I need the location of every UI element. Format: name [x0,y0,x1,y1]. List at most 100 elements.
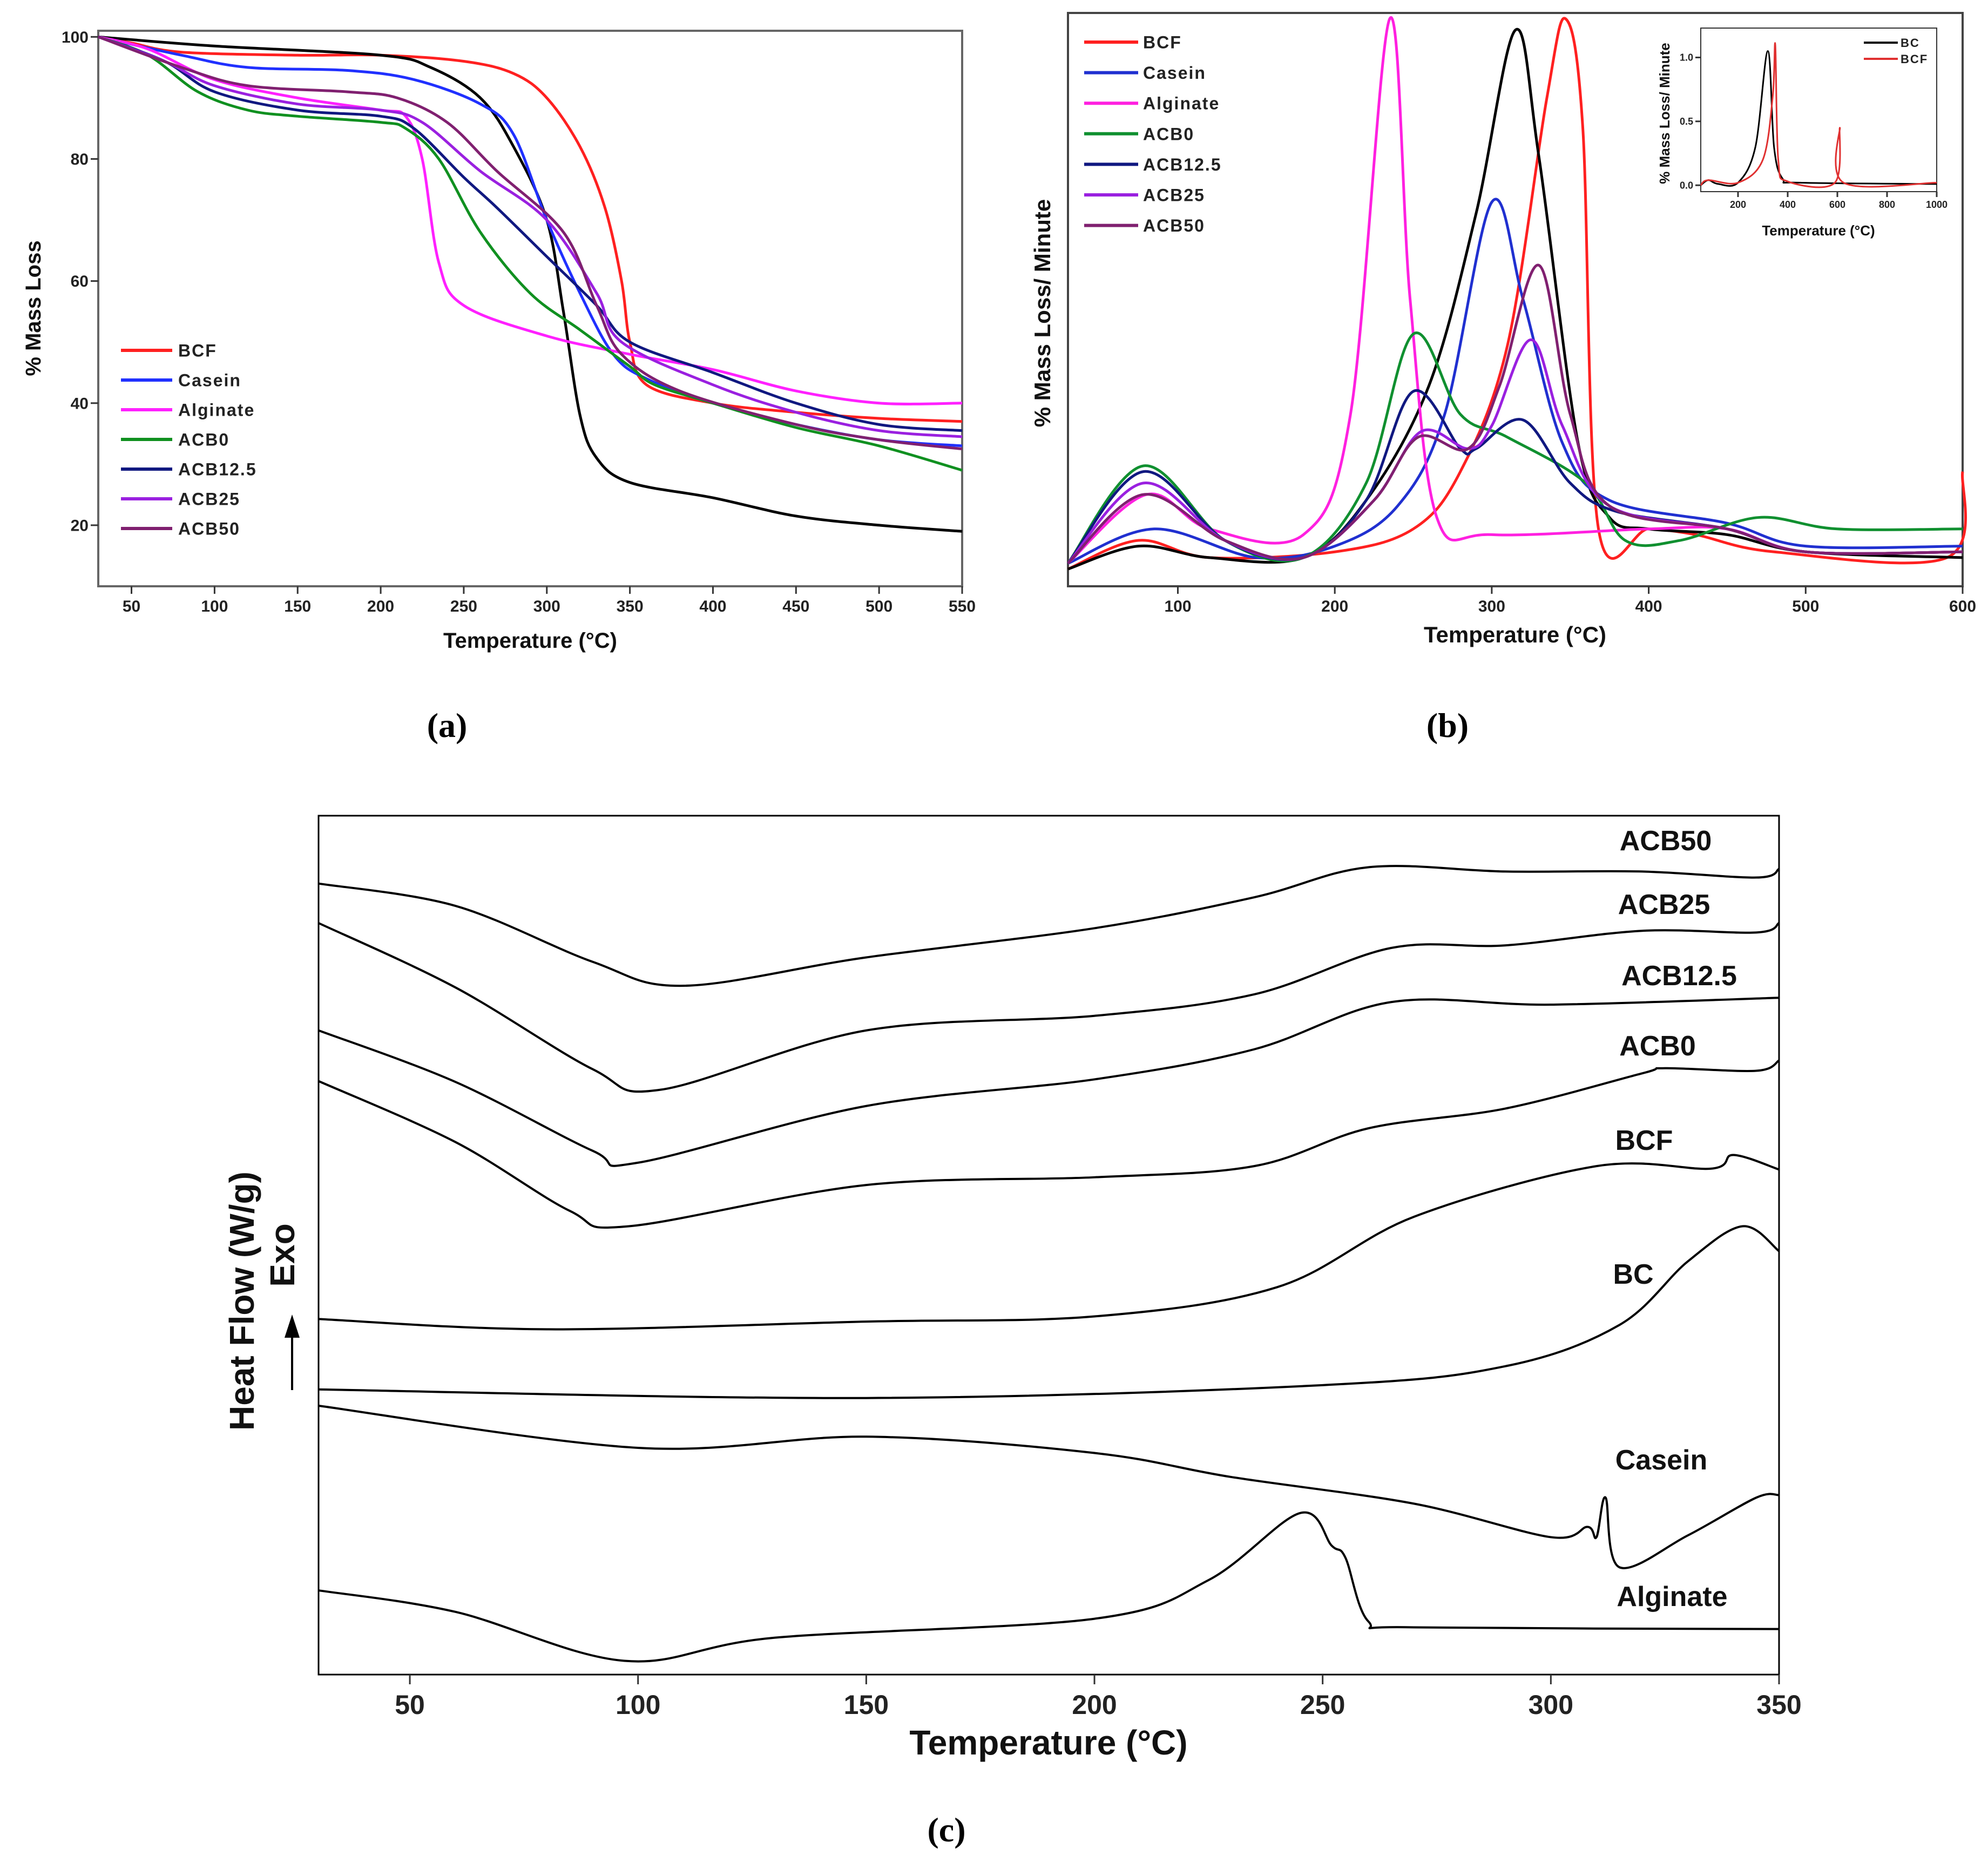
y-tick-label: 0.5 [1680,116,1693,127]
x-tick-label: 300 [533,598,560,615]
y-tick-label: 100 [62,29,89,46]
x-tick-label: 300 [1478,598,1505,615]
legend-item: ACB50 [1084,216,1205,235]
legend-item: ACB0 [121,430,228,450]
legend-label: Casein [178,371,241,390]
legend-label: ACB12.5 [178,460,257,479]
x-tick-label: 50 [123,598,140,615]
curve-label: ACB12.5 [1621,960,1737,992]
curve-label: Casein [1615,1445,1708,1476]
curve-label: ACB25 [1618,889,1710,920]
legend-item: BCF [1084,33,1182,52]
series-line-acb12-5 [1067,389,1963,565]
x-axis-title: Temperature (°C) [909,1723,1187,1762]
series-line-bc [1700,50,1937,187]
x-tick-label: 600 [1949,598,1976,615]
legend-label: ACB25 [178,490,240,509]
series-line-bcf [98,35,963,423]
legend-label: ACB50 [1143,216,1205,235]
legend-label: BCF [1901,52,1928,66]
caption-b: (b) [1426,706,1469,744]
chart-b-inset: 200 400 600 800 1000 0.0 0.5 1.0 Temperature (°C… [1656,28,1948,239]
x-axis-title: Temperature (°C) [1424,622,1606,647]
legend-label: BCF [178,341,217,361]
x-tick-label: 1000 [1926,199,1948,210]
y-tick-label: 40 [71,395,89,412]
series-line-acb50 [1067,263,1963,565]
legend-item: ACB12.5 [121,460,257,479]
x-tick-label: 450 [782,598,809,615]
series-line-bc [318,1225,1780,1399]
caption-a: (a) [427,706,468,744]
legend-label: Casein [1143,63,1206,83]
x-tick-label: 400 [1780,199,1796,210]
legend-item: Casein [1084,63,1206,83]
series-line-acb50 [318,865,1780,987]
legend-item: Alginate [1084,94,1220,113]
x-tick-label: 100 [1164,598,1191,615]
legend-item: ACB0 [1084,124,1193,144]
series-line-alginate [318,1511,1780,1663]
legend-item: Alginate [121,401,255,420]
x-tick-label: 550 [949,598,976,615]
series-line-bcf [1700,42,1937,188]
legend-item: BCF [121,341,217,361]
series-line-acb0 [318,1059,1780,1229]
legend-label: Alginate [178,401,255,420]
legend-item: ACB12.5 [1084,155,1221,174]
x-tick-label: 800 [1879,199,1895,210]
x-tick-label: 150 [844,1690,889,1720]
legend-label: Alginate [1143,94,1220,113]
x-tick-label: 50 [395,1690,425,1720]
x-tick-label: 250 [1300,1690,1345,1720]
x-tick-label: 400 [1635,598,1662,615]
curve-label: ACB0 [1619,1031,1696,1062]
y-tick-label: 60 [71,273,89,290]
series-line-casein [1067,198,1963,565]
x-tick-label: 150 [284,598,311,615]
y-axis-title: % Mass Loss/ Minute [1656,43,1673,184]
legend-label: BCF [1143,33,1182,52]
curve-label: BCF [1615,1125,1673,1156]
y-axis-title: % Mass Loss/ Minute [1030,199,1055,427]
x-tick-label: 200 [1072,1690,1117,1720]
chart-c: 50 100 150 200 250 300 350 Temperature (°C) Heat… [222,815,1802,1762]
x-tick-label: 500 [1792,598,1819,615]
x-tick-label: 350 [1756,1690,1801,1720]
chart-b: 100 200 300 400 500 600 Temperature (°C) % Mass… [1030,12,1976,647]
x-tick-label: 350 [617,598,644,615]
series-line-casein [318,1405,1780,1569]
x-tick-label: 100 [201,598,228,615]
x-tick-label: 100 [616,1690,660,1720]
y-tick-label: 20 [71,517,89,534]
y-tick-label: 80 [71,151,89,168]
y-axis-title: Heat Flow (W/g) [222,1171,261,1431]
series-line-acb25 [318,922,1780,1093]
series-line-acb0 [98,35,963,472]
legend-item: ACB50 [121,519,240,539]
legend-label: ACB25 [1143,186,1205,205]
exo-arrow-icon [285,1315,300,1338]
plot-frame [1700,28,1937,192]
x-tick-label: 200 [367,598,394,615]
legend-label: ACB50 [178,519,240,539]
x-axis-title: Temperature (°C) [1762,222,1875,239]
caption-c: (c) [927,1811,965,1849]
series-line-bcf [1067,17,1967,571]
x-tick-label: 300 [1529,1690,1573,1720]
legend-item: ACB25 [1084,186,1205,205]
legend-item: Casein [121,371,241,390]
curve-label: BC [1613,1259,1653,1290]
legend-label: BC [1901,36,1920,50]
series-line-acb25 [1067,338,1963,565]
series-line-alginate [98,35,963,405]
chart-a: 50 100 150 200 250 300 350 400 450 500 550 20 40 60 80… [22,29,976,653]
plot-frame [317,815,1780,1676]
series-line-bc [98,35,963,533]
x-tick-label: 600 [1829,199,1845,210]
x-tick-label: 400 [699,598,726,615]
x-axis-title: Temperature (°C) [443,629,617,653]
curve-label: Alginate [1617,1581,1727,1612]
series-line-acb25 [98,35,963,438]
